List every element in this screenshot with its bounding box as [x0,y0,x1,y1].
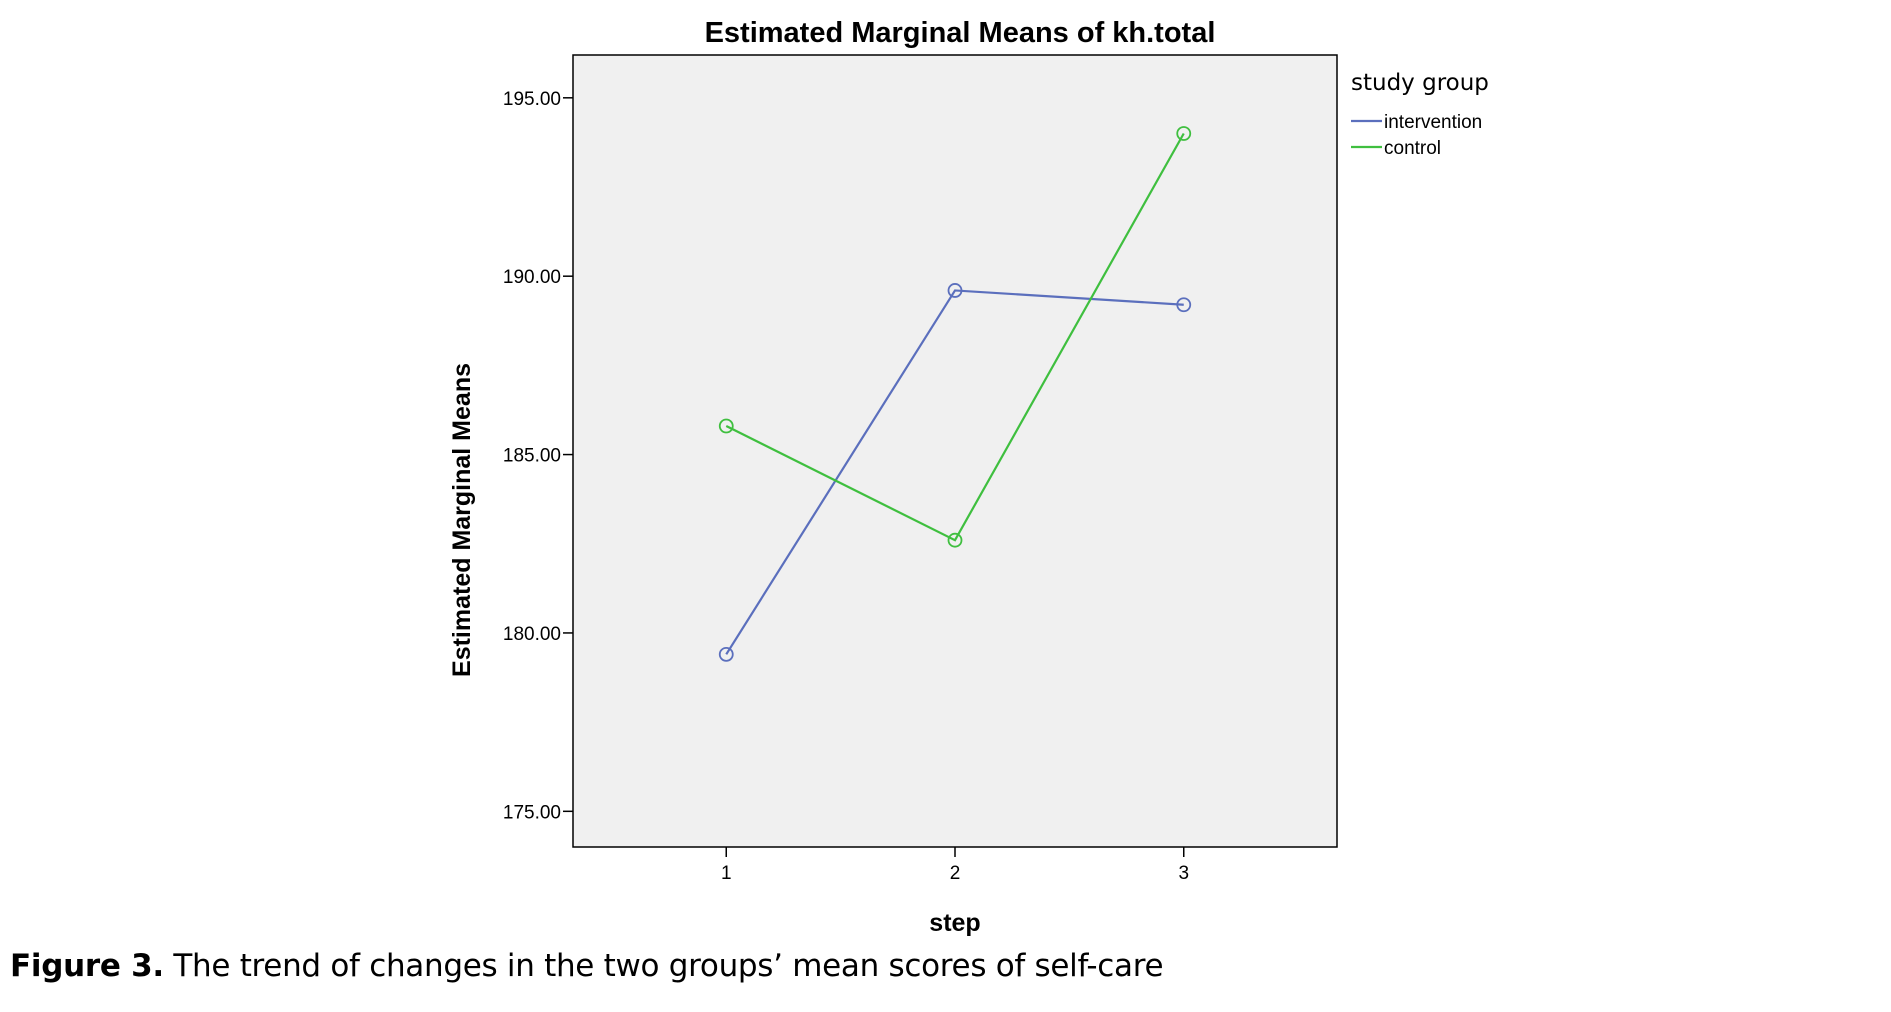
data-point-intervention [718,646,734,662]
x-axis-label: step [929,909,980,937]
legend-label-intervention: intervention [1384,112,1482,133]
series-line-intervention [725,289,1184,655]
chart-title: Estimated Marginal Means of kh.total [705,17,1216,49]
data-point-intervention [1176,297,1192,313]
data-point-control [718,418,734,434]
x-axis: 1 2 3 [721,847,1189,884]
legend-title: study group [1351,70,1489,96]
y-tick-label: 175.00 [503,802,561,823]
y-tick-label: 185.00 [503,446,561,467]
chart: Estimated Marginal Means of kh.total 175… [448,17,1489,937]
figure-caption: Figure 3. The trend of changes in the tw… [10,948,1164,984]
x-tick-label: 1 [721,863,732,884]
legend: study group intervention control [1351,70,1489,159]
y-tick-label: 180.00 [503,624,561,645]
y-tick-label: 190.00 [503,267,561,288]
x-tick-label: 3 [1178,863,1189,884]
figure-label: Figure 3. [10,948,164,984]
y-tick-label: 195.00 [503,89,561,110]
x-tick-label: 2 [950,863,961,884]
y-axis-label: Estimated Marginal Means [448,363,476,677]
plot-area [572,54,1338,848]
data-point-intervention [947,283,963,298]
legend-items: intervention control [1351,112,1482,159]
y-axis: 175.00 180.00 185.00 190.00 195.00 [503,89,573,823]
data-point-control [947,532,963,548]
series-line-control [725,132,1185,542]
series-layer [718,126,1192,662]
legend-label-control: control [1384,138,1441,159]
figure-caption-text: The trend of changes in the two groups’ … [163,948,1164,984]
data-point-control [1176,126,1192,141]
